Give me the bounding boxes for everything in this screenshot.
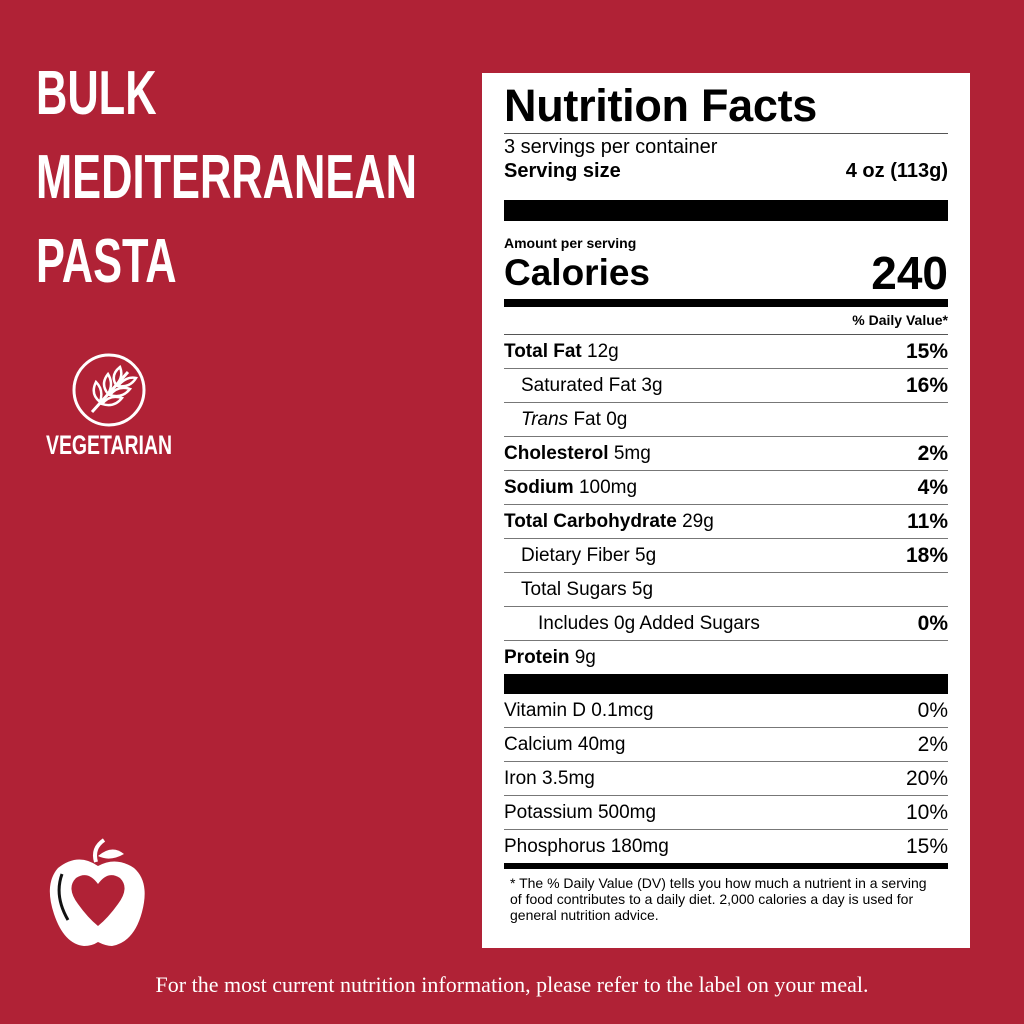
nutrient-dv: 11%: [907, 509, 948, 533]
nutrient-row: Total Sugars 5g: [504, 573, 948, 607]
product-title: BULK MEDITERRANEAN PASTA: [36, 52, 417, 304]
nutrient-dv: 0%: [917, 611, 948, 635]
vitamin-amount: 40mg: [577, 733, 626, 755]
vitamin-amount: 0.1mcg: [591, 699, 654, 721]
vitamin-amount: 180mg: [610, 835, 669, 857]
nutrient-name: Cholesterol: [504, 442, 609, 464]
nutrient-name: Total Carbohydrate: [504, 510, 677, 532]
vitamin-row: Iron 3.5mg 20%: [504, 762, 948, 796]
medium-rule: [504, 299, 948, 307]
amount-label: Amount per serving: [504, 235, 637, 251]
dv-header: % Daily Value*: [504, 307, 948, 335]
nutrient-amount: 5g: [635, 544, 657, 566]
nutrient-row: Saturated Fat 3g 16%: [504, 369, 948, 403]
nutrient-row: Total Carbohydrate 29g 11%: [504, 505, 948, 539]
vitamin-dv: 0%: [917, 698, 948, 722]
serving-size-value: 4 oz (113g): [845, 160, 948, 182]
nutrient-row: Total Fat 12g 15%: [504, 335, 948, 369]
vitamin-row: Calcium 40mg 2%: [504, 728, 948, 762]
vitamin-name: Calcium: [504, 733, 573, 755]
thick-rule: [504, 674, 948, 694]
vitamin-name: Iron: [504, 767, 537, 789]
nutrient-name: Fat: [573, 408, 601, 430]
nutrient-name: Dietary Fiber: [521, 544, 630, 566]
vitamin-dv: 20%: [905, 766, 948, 790]
calories-label: Calories: [504, 252, 651, 293]
nutrient-name: Saturated Fat: [521, 374, 637, 396]
nutrient-name: Total Fat: [504, 340, 582, 362]
nutrition-label: Nutrition Facts 3 servings per container…: [482, 73, 970, 948]
nutrient-dv: 15%: [905, 339, 948, 363]
serving-size-label: Serving size: [504, 160, 621, 182]
vitamin-row: Potassium 500mg 10%: [504, 796, 948, 830]
vitamin-dv: 15%: [905, 834, 948, 858]
vitamin-name: Potassium: [504, 801, 593, 823]
nutrient-amount: 0g: [606, 408, 628, 430]
nutrient-amount: 9g: [574, 646, 596, 668]
nutrient-name: Sodium: [504, 476, 574, 498]
vitamin-amount: 500mg: [597, 801, 657, 823]
nutrient-dv: 4%: [917, 475, 948, 499]
footer-note: For the most current nutrition informati…: [155, 972, 869, 997]
nutrient-amount: 5g: [631, 578, 654, 600]
vitamin-row: Vitamin D 0.1mcg 0%: [504, 694, 948, 728]
vitamin-amount: 3.5mg: [542, 767, 595, 789]
footnote: * The % Daily Value (DV) tells you how m…: [510, 875, 927, 923]
label-heading: Nutrition Facts: [504, 73, 948, 134]
title-line: BULK: [36, 59, 157, 128]
title-line: PASTA: [36, 227, 177, 296]
nutrient-name-italic: Trans: [521, 408, 569, 430]
vegetarian-icon: [72, 353, 146, 427]
nutrient-amount: 29g: [682, 510, 714, 532]
title-line: MEDITERRANEAN: [36, 143, 417, 212]
nutrient-name: Total Sugars: [521, 578, 627, 600]
vitamin-name: Phosphorus: [504, 835, 606, 857]
calories-value: 240: [871, 247, 948, 299]
nutrient-name: Protein: [504, 646, 570, 668]
nutrient-row: Dietary Fiber 5g 18%: [504, 539, 948, 573]
nutrient-row: Protein 9g: [504, 641, 948, 674]
nutrient-name: Includes 0g Added Sugars: [538, 612, 760, 634]
vegetarian-label: VEGETARIAN: [46, 430, 173, 460]
nutrient-dv: 18%: [905, 543, 948, 567]
thick-rule: [504, 200, 948, 221]
nutrient-dv: 16%: [905, 373, 948, 397]
nutrient-amount: 100mg: [578, 476, 638, 498]
nutrient-dv: 2%: [917, 441, 948, 465]
nutrient-row: Trans Fat 0g: [504, 403, 948, 437]
nutrient-amount: 12g: [587, 340, 619, 362]
nutrient-amount: 3g: [641, 374, 663, 396]
vitamin-row: Phosphorus 180mg 15%: [504, 830, 948, 869]
vitamin-dv: 2%: [917, 732, 948, 756]
brand-logo: [49, 838, 145, 946]
vitamin-dv: 10%: [905, 800, 948, 824]
nutrient-row: Includes 0g Added Sugars 0%: [504, 607, 948, 641]
vitamin-name: Vitamin D: [504, 699, 587, 721]
nutrient-amount: 5mg: [613, 442, 651, 464]
serving-size: Serving size 4 oz (113g): [504, 156, 948, 184]
servings: 3 servings per container: [504, 136, 718, 158]
calories-row: Calories 240: [504, 247, 948, 299]
nutrient-row: Sodium 100mg 4%: [504, 471, 948, 505]
nutrient-row: Cholesterol 5mg 2%: [504, 437, 948, 471]
